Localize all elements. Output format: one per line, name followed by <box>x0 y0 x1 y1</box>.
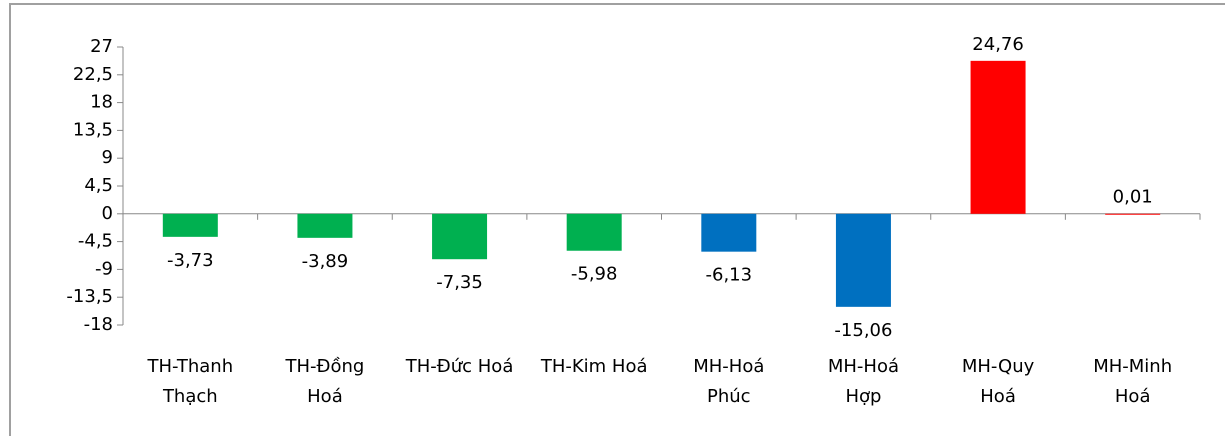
y-tick-label: -13,5 <box>66 286 113 307</box>
value-label: 24,76 <box>972 34 1024 55</box>
value-label: -3,89 <box>302 251 349 272</box>
y-tick-label: -9 <box>95 258 113 279</box>
x-tick-label: MH-Hoá Hợp <box>827 356 899 407</box>
bar <box>835 213 891 307</box>
x-tick-label: MH-Hoá Phúc <box>693 356 765 407</box>
x-tick-label: TH-Đồng Hoá <box>285 356 365 407</box>
y-tick-label: 0 <box>102 203 113 224</box>
value-label: -7,35 <box>436 272 483 293</box>
bar <box>701 213 757 252</box>
bar <box>566 213 622 251</box>
x-tick-label: TH-Thanh Thạch <box>147 356 234 407</box>
bar <box>432 213 488 260</box>
x-tick-label: TH-Kim Hoá <box>540 356 648 377</box>
value-label: -3,73 <box>167 250 214 271</box>
value-label: 0,01 <box>1113 187 1153 208</box>
bar <box>1105 213 1161 215</box>
y-tick-label: 22,5 <box>73 64 113 85</box>
chart-border <box>9 3 1225 436</box>
y-tick-label: 27 <box>90 36 113 57</box>
y-tick-label: 13,5 <box>73 119 113 140</box>
value-label: -6,13 <box>706 265 753 286</box>
y-tick-label: -18 <box>84 314 113 335</box>
x-tick-label: MH-Quy Hoá <box>961 356 1035 407</box>
value-label: -5,98 <box>571 264 618 285</box>
x-tick-label: MH-Minh Hoá <box>1093 356 1173 407</box>
y-tick-label: -4,5 <box>78 231 113 252</box>
x-tick-label: TH-Đức Hoá <box>405 356 514 377</box>
bar <box>297 213 353 238</box>
bar <box>970 60 1026 214</box>
y-tick-label: 18 <box>90 92 113 113</box>
y-tick-label: 9 <box>102 147 113 168</box>
bar <box>162 213 218 237</box>
y-tick-label: 4,5 <box>84 175 113 196</box>
value-label: -15,06 <box>834 320 892 341</box>
